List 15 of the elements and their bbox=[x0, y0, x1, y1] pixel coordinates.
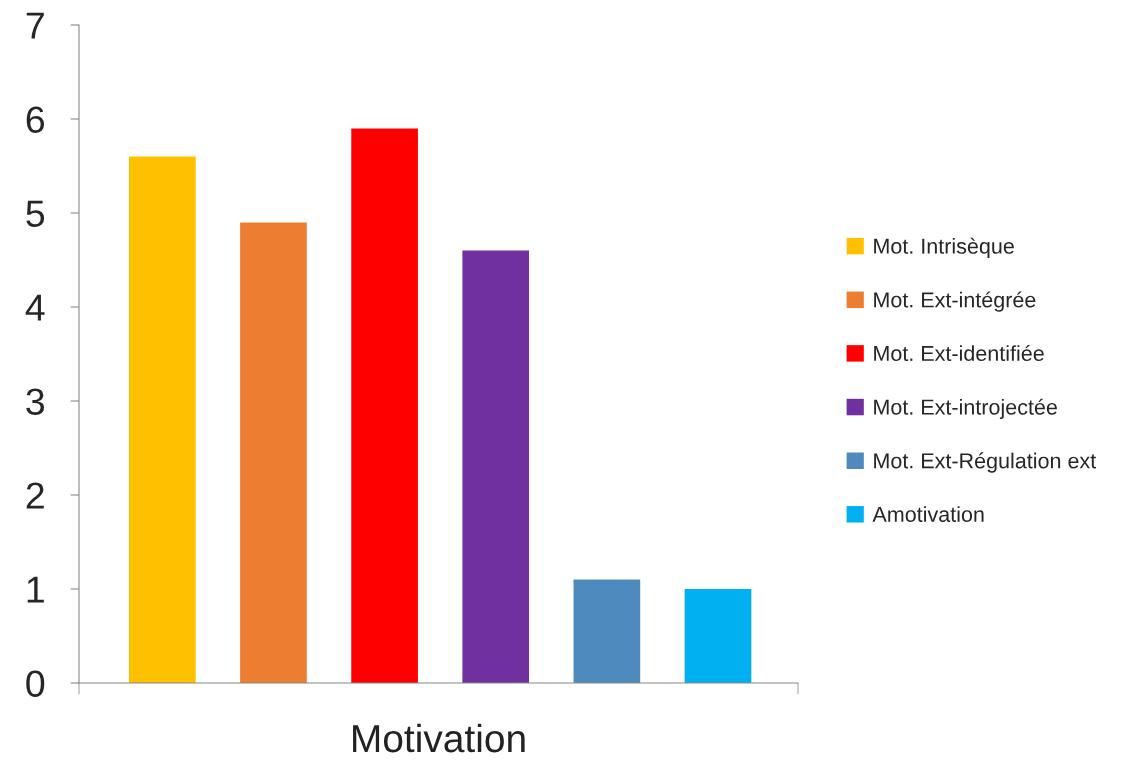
y-tick-label: 0 bbox=[26, 670, 45, 697]
legend-label: Mot. Ext-identifiée bbox=[874, 345, 1044, 362]
legend-label: Mot. Intrisèque bbox=[874, 237, 1014, 259]
y-tick-label: 3 bbox=[26, 388, 45, 415]
y-tick-label: 2 bbox=[26, 482, 44, 509]
legend-label: Mot. Ext-Régulation ext bbox=[874, 452, 1097, 473]
y-tick-label: 1 bbox=[27, 576, 44, 603]
legend-label: Amotivation bbox=[872, 506, 984, 522]
y-tick-label: 7 bbox=[26, 12, 44, 39]
legend-label: Mot. Ext-intégrée bbox=[874, 291, 1036, 312]
y-tick-label: 4 bbox=[25, 294, 45, 321]
legend-label: Mot. Ext-introjectée bbox=[874, 398, 1057, 419]
y-tick-label: 6 bbox=[26, 106, 45, 133]
y-tick-label: 5 bbox=[26, 200, 45, 227]
x-axis-title: Motivation bbox=[353, 723, 525, 753]
